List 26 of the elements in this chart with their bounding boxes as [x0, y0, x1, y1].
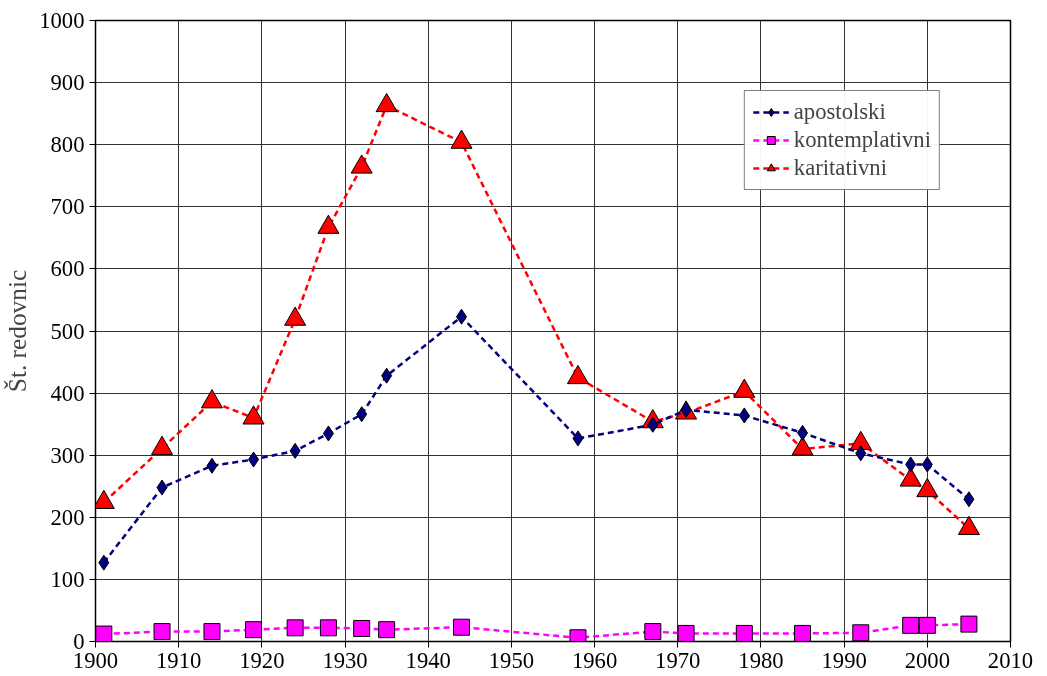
y-tick-label: 600	[50, 256, 85, 282]
x-tick-label: 1960	[571, 647, 618, 673]
y-tick-label: 700	[50, 194, 85, 220]
y-tick-label: 0	[73, 629, 85, 654]
x-tick-label: 1970	[655, 647, 701, 673]
y-tick-label: 400	[50, 380, 85, 406]
legend-label: kontemplativni	[793, 127, 931, 153]
y-tick-label: 300	[50, 442, 85, 468]
y-axis-title: Št. redovnic	[3, 269, 32, 393]
x-tick-label: 1910	[156, 647, 202, 673]
x-tick-label: 2000	[904, 647, 950, 673]
x-tick-label: 1930	[322, 647, 368, 673]
x-tick-label: 1950	[488, 647, 535, 673]
y-tick-label: 200	[50, 504, 85, 530]
y-tick-label: 1000	[39, 8, 85, 33]
y-tick-label: 500	[50, 318, 85, 344]
legend-label: apostolski	[793, 99, 886, 125]
legend-label: karitativni	[793, 155, 887, 181]
y-tick-label: 800	[50, 132, 85, 158]
x-tick-label: 1940	[405, 647, 451, 673]
x-tick-label: 1920	[239, 647, 285, 673]
x-tick-label: 1990	[821, 647, 867, 673]
x-tick-label: 1980	[738, 647, 784, 673]
y-tick-label: 900	[50, 70, 85, 96]
y-tick-label: 100	[50, 566, 85, 592]
x-tick-label: 2010	[987, 647, 1034, 673]
